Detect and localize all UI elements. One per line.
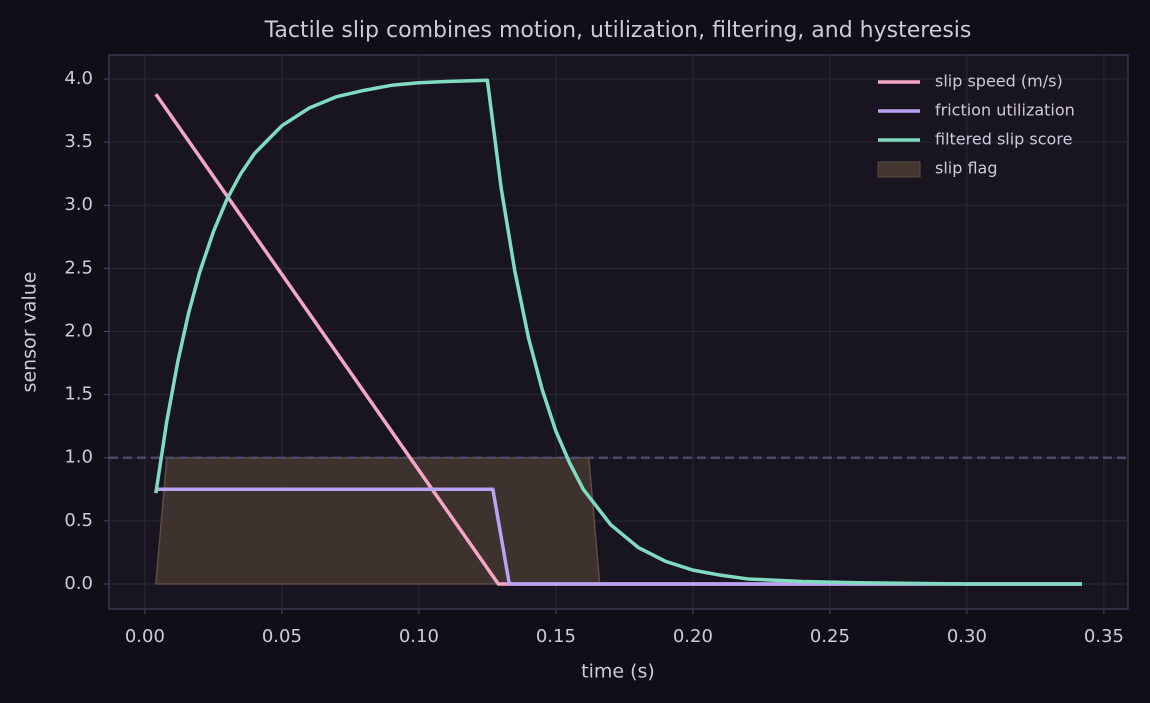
- x-axis-label: time (s): [581, 661, 655, 683]
- x-tick-label: 0.20: [673, 626, 713, 647]
- y-tick-label: 3.0: [64, 194, 93, 215]
- y-tick-label: 0.0: [64, 573, 93, 594]
- x-tick-label: 0.35: [1084, 626, 1124, 647]
- legend-label: slip speed (m/s): [935, 72, 1063, 91]
- line: [154, 78, 1082, 586]
- y-tick-label: 4.0: [64, 68, 93, 89]
- x-tick-label: 0.05: [262, 626, 302, 647]
- y-tick-label: 1.5: [64, 384, 93, 405]
- legend-label: friction utilization: [935, 101, 1075, 120]
- legend-swatch: [877, 161, 921, 178]
- x-tick-label: 0.10: [399, 626, 439, 647]
- area: [155, 456, 601, 585]
- y-tick-label: 3.5: [64, 131, 93, 152]
- y-tick-label: 2.0: [64, 320, 93, 341]
- y-axis-label: sensor value: [19, 272, 41, 393]
- x-tick-label: 0.30: [947, 626, 987, 647]
- x-tick-label: 0.25: [810, 626, 850, 647]
- x-tick-label: 0.00: [125, 626, 165, 647]
- y-tick-label: 2.5: [64, 257, 93, 278]
- y-tick-label: 0.5: [64, 510, 93, 531]
- legend-label: filtered slip score: [935, 130, 1072, 149]
- y-tick-label: 1.0: [64, 447, 93, 468]
- legend-label: slip flag: [935, 159, 998, 178]
- x-tick-label: 0.15: [536, 626, 576, 647]
- chart-title: Tactile slip combines motion, utilizatio…: [264, 18, 972, 43]
- line: [155, 487, 1082, 586]
